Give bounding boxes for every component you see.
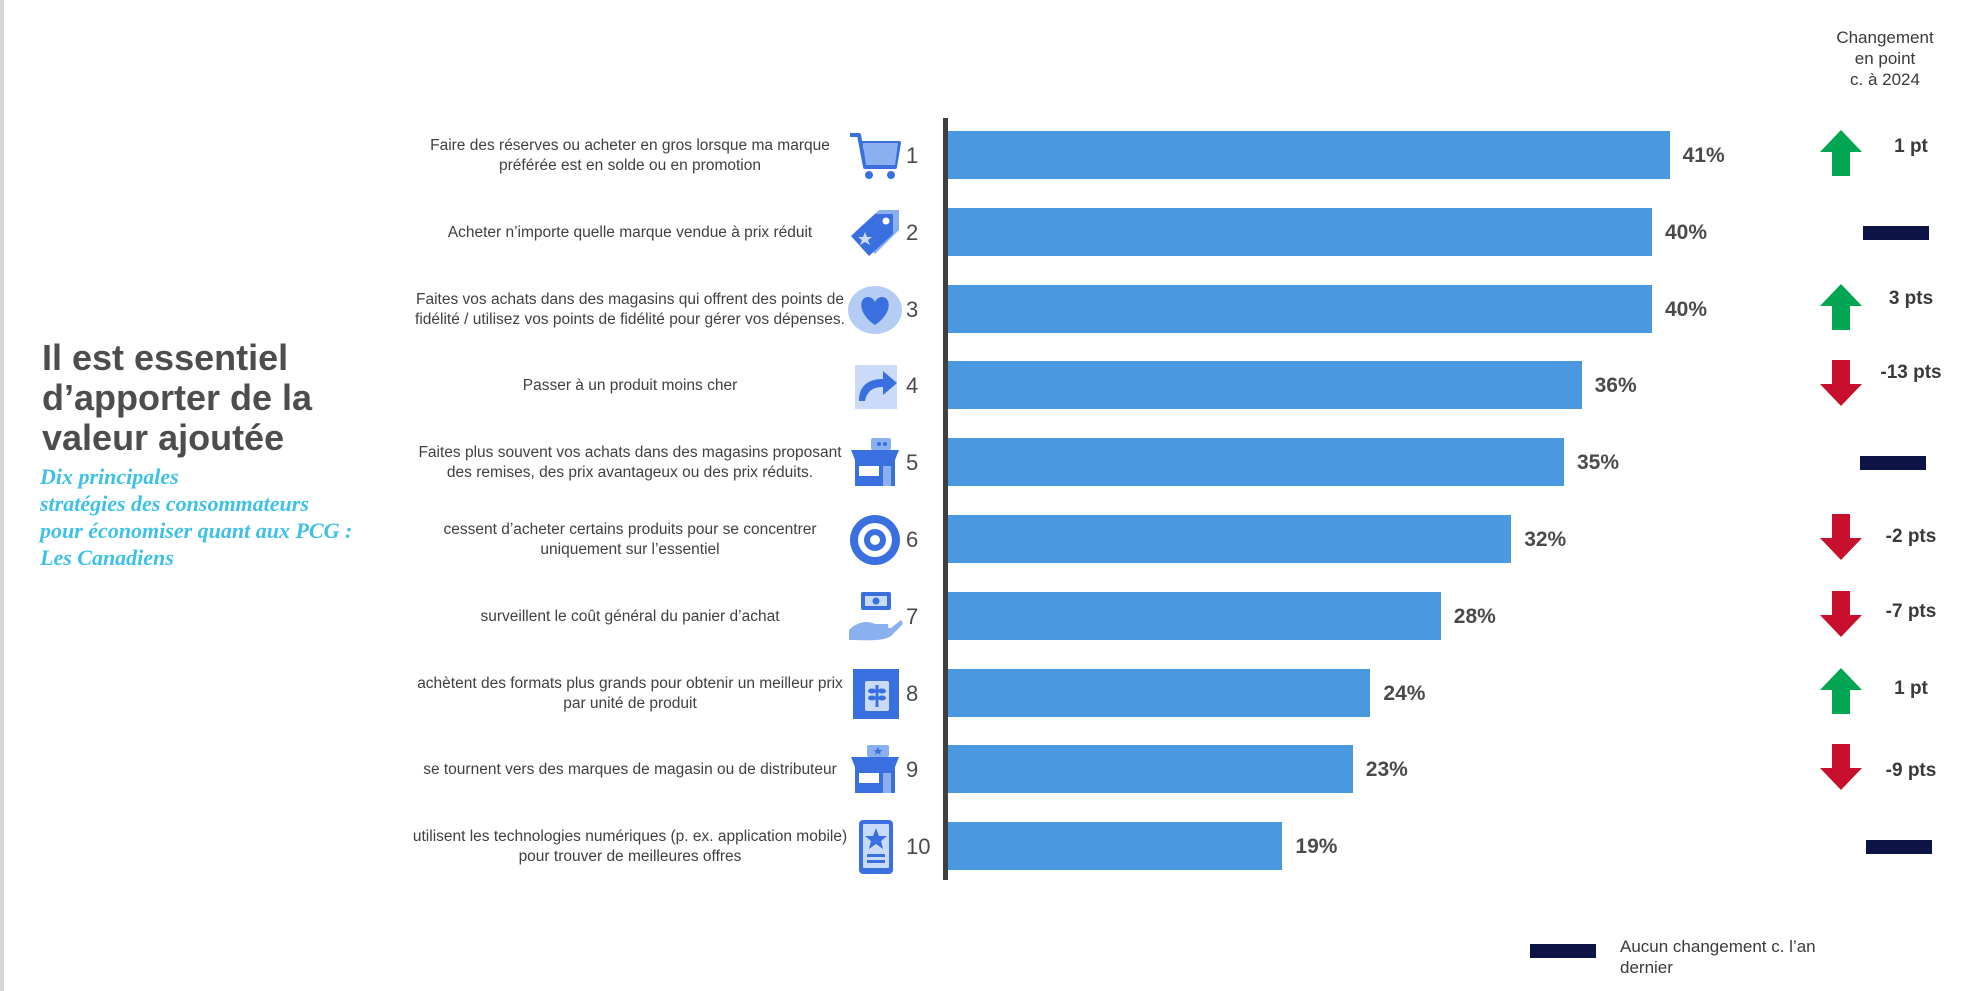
chart-row: Acheter n’importe quelle marque vendue à… — [0, 195, 1965, 271]
change-label: 1 pt — [1894, 677, 1928, 699]
subtitle-line: stratégies des consommateurs — [40, 491, 309, 516]
no-change-legend-marker — [1530, 944, 1596, 958]
hand-money-icon — [847, 590, 903, 644]
bar — [948, 822, 1283, 871]
change-label: -7 pts — [1885, 600, 1937, 622]
rank-number: 9 — [906, 757, 919, 783]
bar — [948, 361, 1582, 410]
bar — [948, 207, 1652, 256]
bar-value-label: 32% — [1524, 528, 1567, 551]
arrow-up-icon — [1818, 128, 1864, 178]
bar — [948, 668, 1371, 717]
rank-number: 5 — [906, 450, 919, 476]
subtitle-line: Dix principales — [40, 464, 179, 489]
arrow-down-icon — [1818, 589, 1864, 639]
page-subtitle: Dix principales stratégies des consommat… — [40, 463, 440, 571]
chart-row: Faire des réserves ou acheter en gros lo… — [0, 118, 1965, 194]
bar-value-label: 36% — [1594, 374, 1637, 398]
bar — [948, 591, 1441, 640]
no-change-marker — [1866, 840, 1932, 855]
strategy-label: Faites plus souvent vos achats dans des … — [418, 444, 842, 482]
change-label: -2 pts — [1885, 526, 1937, 547]
chart-row: Passer à un produit moins cher 4 36% -13 pt… — [0, 348, 1965, 424]
bar-value-label: 24% — [1383, 681, 1426, 705]
chart-row: surveillent le coût général du panier d’… — [0, 579, 1965, 655]
strategy-label: Acheter n’importe quelle marque vendue à… — [447, 223, 813, 241]
bar-value-label: 40% — [1665, 297, 1708, 321]
rank-number: 3 — [906, 296, 919, 322]
rank-number: 6 — [906, 527, 919, 552]
bar — [948, 284, 1652, 333]
no-change-marker — [1860, 456, 1926, 471]
package-icon — [847, 667, 903, 721]
chart-row: Faites vos achats dans des magasins qui … — [0, 272, 1965, 348]
arrow-down-icon — [1818, 742, 1864, 792]
rank-number: 8 — [906, 680, 919, 706]
arrow-up-icon — [1818, 666, 1864, 716]
bar — [948, 515, 1512, 563]
bar-value-label: 23% — [1365, 758, 1408, 782]
arrow-down-icon — [1818, 512, 1864, 562]
chart-row: achètent des formats plus grands pour ob… — [0, 656, 1965, 732]
chart-row: Faites plus souvent vos achats dans des … — [0, 425, 1965, 501]
change-label: -9 pts — [1885, 760, 1937, 782]
bar — [948, 131, 1670, 179]
price-tag-icon — [847, 206, 903, 260]
chart-axis — [943, 118, 948, 880]
left-border — [0, 0, 4, 991]
change-label: 1 pt — [1894, 136, 1928, 157]
change-column-header: Changement en point c. à 2024 — [1820, 27, 1950, 90]
chart-row: cessent d’acheter certains produits pour… — [0, 502, 1965, 578]
strategy-label: cessent d’acheter certains produits pour… — [443, 521, 817, 558]
mobile-app-icon — [847, 820, 903, 875]
change-header-line: c. à 2024 — [1850, 70, 1920, 89]
no-change-marker — [1863, 225, 1929, 240]
subtitle-line: pour économiser quant aux PCG : — [40, 518, 353, 543]
rank-number: 4 — [906, 373, 919, 399]
store-icon — [847, 436, 903, 490]
bar — [948, 438, 1564, 487]
page-title: Il est essentiel d’apporter de la valeur… — [42, 337, 313, 458]
change-label: -13 pts — [1880, 362, 1942, 384]
store-brand-icon — [847, 743, 903, 797]
switch-arrow-icon — [847, 359, 903, 413]
bar-value-label: 19% — [1295, 835, 1338, 859]
change-label: 3 pts — [1888, 287, 1934, 309]
bar — [948, 745, 1353, 794]
chart-row: utilisent les technologies numériques (p… — [0, 809, 1965, 885]
strategy-label: Faites vos achats dans des magasins qui … — [415, 290, 845, 328]
change-header-line: en point — [1854, 49, 1916, 68]
strategy-label: utilisent les technologies numériques (p… — [412, 828, 848, 866]
rank-number: 7 — [906, 603, 919, 629]
bar-value-label: 41% — [1682, 144, 1725, 167]
arrow-up-icon — [1818, 282, 1864, 332]
shopping-cart-icon — [847, 129, 903, 183]
strategy-label: Passer à un produit moins cher — [522, 377, 738, 395]
strategy-label: Faire des réserves ou acheter en gros lo… — [430, 137, 830, 174]
heart-icon — [847, 283, 903, 337]
bar-value-label: 40% — [1665, 220, 1708, 244]
no-change-legend-label: Aucun changement c. l’an dernier — [1620, 937, 1816, 977]
arrow-down-icon — [1818, 358, 1864, 408]
chart-row: se tournent vers des marques de magasin … — [0, 732, 1965, 808]
rank-number: 2 — [906, 219, 919, 245]
bar-value-label: 28% — [1453, 604, 1496, 628]
bar-value-label: 35% — [1577, 451, 1620, 475]
strategy-label: se tournent vers des marques de magasin … — [423, 761, 837, 779]
target-icon — [847, 513, 903, 567]
strategy-label: surveillent le coût général du panier d’… — [480, 607, 780, 625]
rank-number: 10 — [906, 834, 931, 860]
rank-number: 1 — [906, 143, 919, 168]
strategy-label: achètent des formats plus grands pour ob… — [417, 674, 843, 712]
subtitle-line: Les Canadiens — [40, 545, 174, 570]
change-header-line: Changement — [1836, 28, 1934, 47]
